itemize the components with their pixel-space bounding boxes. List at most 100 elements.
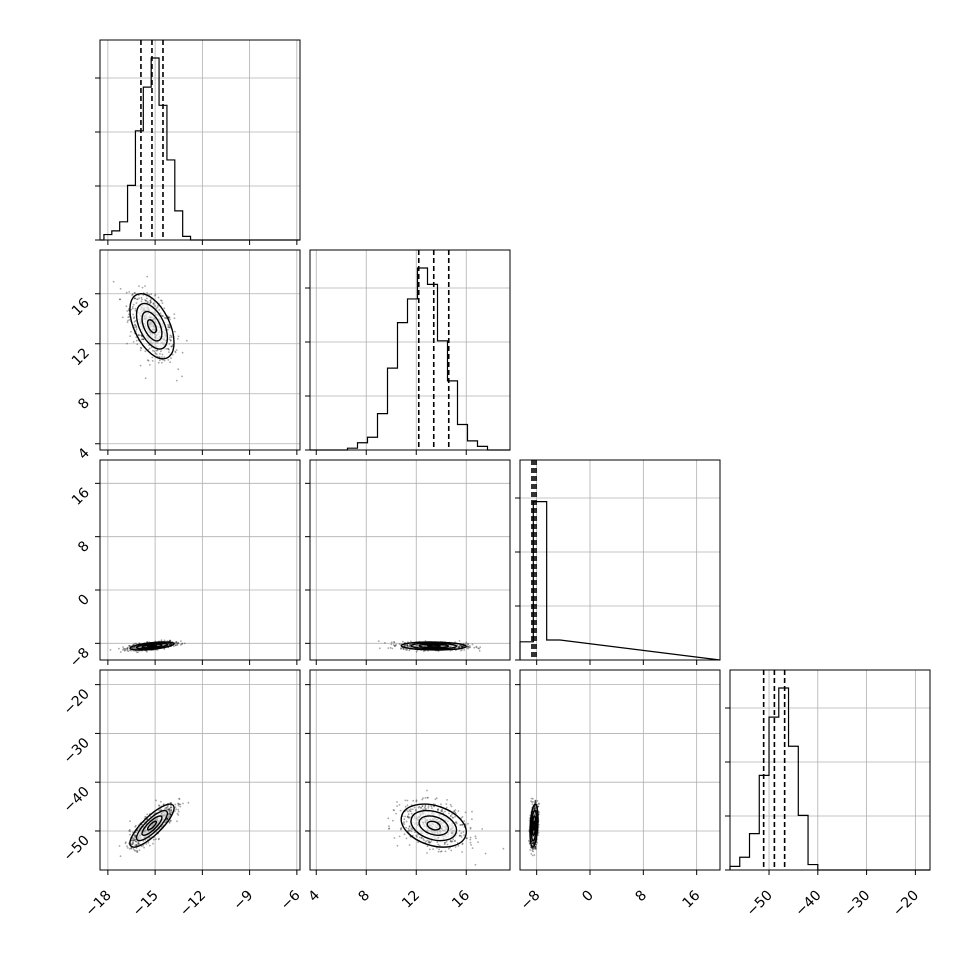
sample-point [118,845,121,847]
sample-point [406,649,408,651]
sample-point [406,644,409,647]
sample-point [144,324,147,327]
sample-point [416,644,419,647]
sample-point [133,323,136,326]
sample-point [475,645,478,648]
sample-point [164,811,167,813]
sample-point [159,346,162,349]
sample-point [170,806,173,809]
sample-point [139,832,142,835]
sample-point [161,811,164,814]
sample-point [166,808,168,811]
sample-point [124,841,127,843]
sample-point [162,330,165,333]
sample-point [152,326,155,329]
sample-point [155,321,158,324]
sample-point [139,830,142,833]
sample-point [438,848,440,851]
sample-point [177,368,180,371]
sample-point [429,836,432,838]
sample-point [152,325,155,327]
sample-point [447,833,450,836]
sample-point [151,322,154,325]
sample-point [161,353,164,356]
sample-point [139,318,142,320]
sample-point [124,842,127,845]
sample-point [141,338,144,340]
sample-point [442,821,444,824]
scatter-panel-0-2-contour-3 [146,644,158,648]
sample-point [140,305,142,308]
sample-point [458,835,461,837]
sample-point [475,646,478,649]
sample-point [149,299,152,302]
sample-point [168,642,171,645]
sample-point [176,820,178,823]
sample-point [134,307,137,310]
sample-point [424,805,427,808]
sample-point [154,337,157,340]
sample-point [143,322,146,325]
sample-point [144,325,147,328]
sample-point [177,335,180,338]
sample-point [134,850,137,852]
sample-point [427,813,430,816]
sample-point [144,830,147,833]
sample-point [139,837,142,840]
sample-point [150,825,153,827]
sample-point [446,820,449,823]
sample-point [398,835,401,838]
sample-point [139,834,142,837]
sample-point [461,645,464,648]
sample-point [153,325,156,328]
sample-point [152,327,155,330]
sample-point [153,334,156,336]
sample-point [161,322,164,325]
sample-point [434,831,437,834]
sample-point [157,333,160,336]
sample-point [424,645,426,647]
sample-point [125,291,128,294]
sample-point [153,319,156,321]
sample-point [440,803,442,806]
sample-point [140,347,143,350]
sample-point [415,800,418,803]
sample-point [161,325,164,328]
sample-point [149,325,151,328]
sample-point [128,847,131,850]
sample-point [399,809,402,812]
sample-point [175,379,178,382]
sample-point [424,644,427,647]
sample-point [149,317,152,319]
xtick-label-3-2: −30 [841,888,873,920]
sample-point [413,806,416,809]
sample-point [151,328,154,331]
sample-point [396,844,399,847]
sample-point [162,813,165,816]
sample-point [392,809,395,811]
sample-point [142,845,144,847]
sample-point [164,339,167,342]
sample-point [134,834,137,837]
sample-point [158,331,160,334]
sample-point [151,336,154,339]
sample-point [414,645,417,648]
sample-point [151,333,154,336]
sample-point [168,351,170,353]
sample-point [141,286,144,289]
sample-point [137,842,139,845]
sample-point [157,341,159,344]
sample-point [147,308,150,311]
sample-point [143,333,145,336]
sample-point [180,640,182,642]
sample-point [164,334,167,336]
sample-point [395,643,397,646]
sample-point [165,819,168,822]
sample-point [423,645,426,647]
sample-point [164,317,167,320]
sample-point [477,647,480,650]
sample-point [145,316,148,319]
sample-point [160,299,163,302]
sample-point [152,341,155,344]
sample-point [469,645,471,647]
